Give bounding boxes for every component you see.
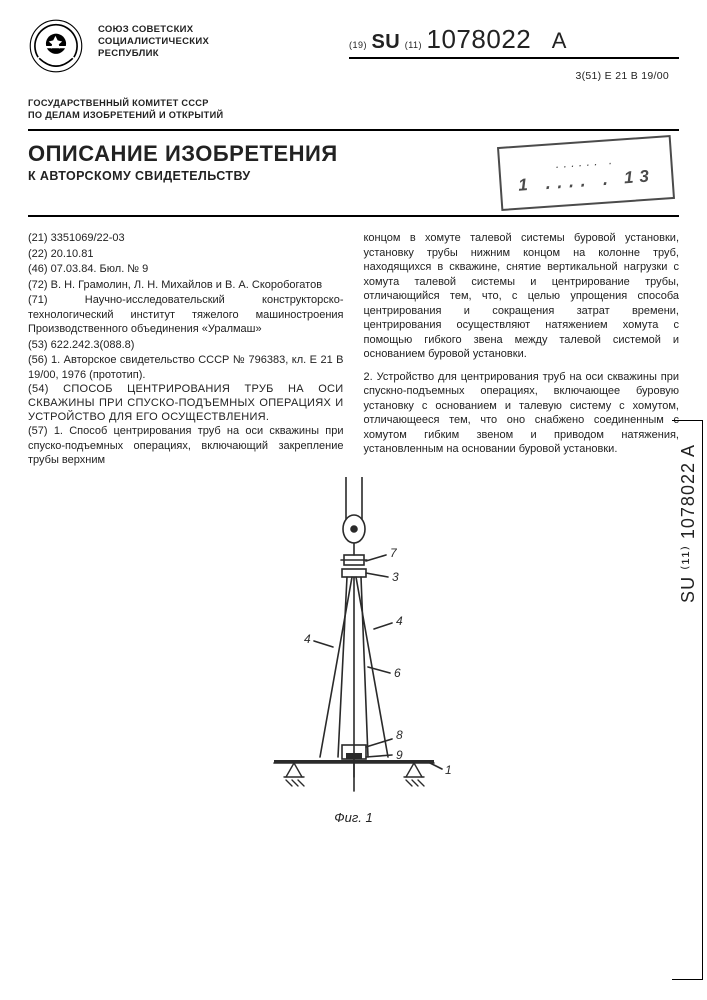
kind-code: A <box>552 28 567 53</box>
state-emblem <box>28 18 84 74</box>
divider-title <box>28 215 679 217</box>
fig-label-4-left: 4 <box>304 632 311 646</box>
inid-51: 3(51) <box>575 70 601 82</box>
abstract-continuation: концом в хомуте талевой системы буровой … <box>364 231 680 362</box>
right-column: концом в хомуте талевой системы буровой … <box>364 231 680 469</box>
field-46: (46) 07.03.84. Бюл. № 9 <box>28 262 344 277</box>
figure-caption: Фиг. 1 <box>28 810 679 825</box>
issuer-name: СОЮЗ СОВЕТСКИХ СОЦИАЛИСТИЧЕСКИХ РЕСПУБЛИ… <box>98 18 209 60</box>
stamp-line2: 1 ․․․․ ․ 13 <box>518 166 656 196</box>
field-53: (53) 622.242.3(088.8) <box>28 338 344 353</box>
inid-19: (19) <box>349 40 367 50</box>
divider-top <box>28 129 679 131</box>
side-pub-code: SU ⁽¹¹⁾ 1078022 A <box>673 420 703 980</box>
fig-label-3: 3 <box>392 570 399 584</box>
publication-number: 1078022 <box>427 24 532 54</box>
document-title-block: ОПИСАНИЕ ИЗОБРЕТЕНИЯ К АВТОРСКОМУ СВИДЕТ… <box>28 141 338 183</box>
side-pub-text: SU ⁽¹¹⁾ 1078022 A <box>677 444 699 603</box>
issuer-line1: СОЮЗ СОВЕТСКИХ <box>98 24 209 36</box>
committee-line2: ПО ДЕЛАМ ИЗОБРЕТЕНИЙ И ОТКРЫТИЙ <box>28 110 679 122</box>
left-column: (21) 3351069/22-03 (22) 20.10.81 (46) 07… <box>28 231 344 469</box>
fig-label-1: 1 <box>445 763 452 777</box>
field-56: (56) 1. Авторское свидетельство СССР № 7… <box>28 353 344 382</box>
fig-label-9: 9 <box>396 748 403 762</box>
committee-name: ГОСУДАРСТВЕННЫЙ КОМИТЕТ СССР ПО ДЕЛАМ ИЗ… <box>28 98 679 121</box>
ipc-classification: 3(51) E 21 B 19/00 <box>575 70 669 82</box>
publication-code: (19) SU (11) 1078022 A <box>349 24 679 59</box>
abstract-claim-2: 2. Устройство для центрирования труб на … <box>364 370 680 457</box>
inid-11: (11) <box>405 40 422 50</box>
field-71: (71) Научно-исследовательский конструкто… <box>28 293 344 337</box>
field-21: (21) 3351069/22-03 <box>28 231 344 246</box>
ipc-code: E 21 B 19/00 <box>605 70 669 82</box>
country-code: SU <box>371 31 400 53</box>
fig-label-8: 8 <box>396 728 403 742</box>
committee-line1: ГОСУДАРСТВЕННЫЙ КОМИТЕТ СССР <box>28 98 679 110</box>
issuer-line3: РЕСПУБЛИК <box>98 48 209 60</box>
fig-label-4-right: 4 <box>396 614 403 628</box>
field-22: (22) 20.10.81 <box>28 247 344 262</box>
document-subtitle: К АВТОРСКОМУ СВИДЕТЕЛЬСТВУ <box>28 169 338 183</box>
registration-stamp: ․․․․․․ ․ 1 ․․․․ ․ 13 <box>497 135 675 211</box>
field-54-title: (54) СПОСОБ ЦЕНТРИРОВАНИЯ ТРУБ НА ОСИ СК… <box>28 383 344 424</box>
fig-label-6: 6 <box>394 666 401 680</box>
field-72: (72) В. Н. Грамолин, Л. Н. Михайлов и В.… <box>28 278 344 293</box>
figure-1: 7 3 4 4 6 8 9 1 Фиг. 1 <box>28 477 679 825</box>
fig-label-7: 7 <box>390 546 398 560</box>
document-title: ОПИСАНИЕ ИЗОБРЕТЕНИЯ <box>28 141 338 167</box>
field-57-abstract-start: (57) 1. Способ центрирования труб на оси… <box>28 424 344 468</box>
issuer-line2: СОЦИАЛИСТИЧЕСКИХ <box>98 36 209 48</box>
